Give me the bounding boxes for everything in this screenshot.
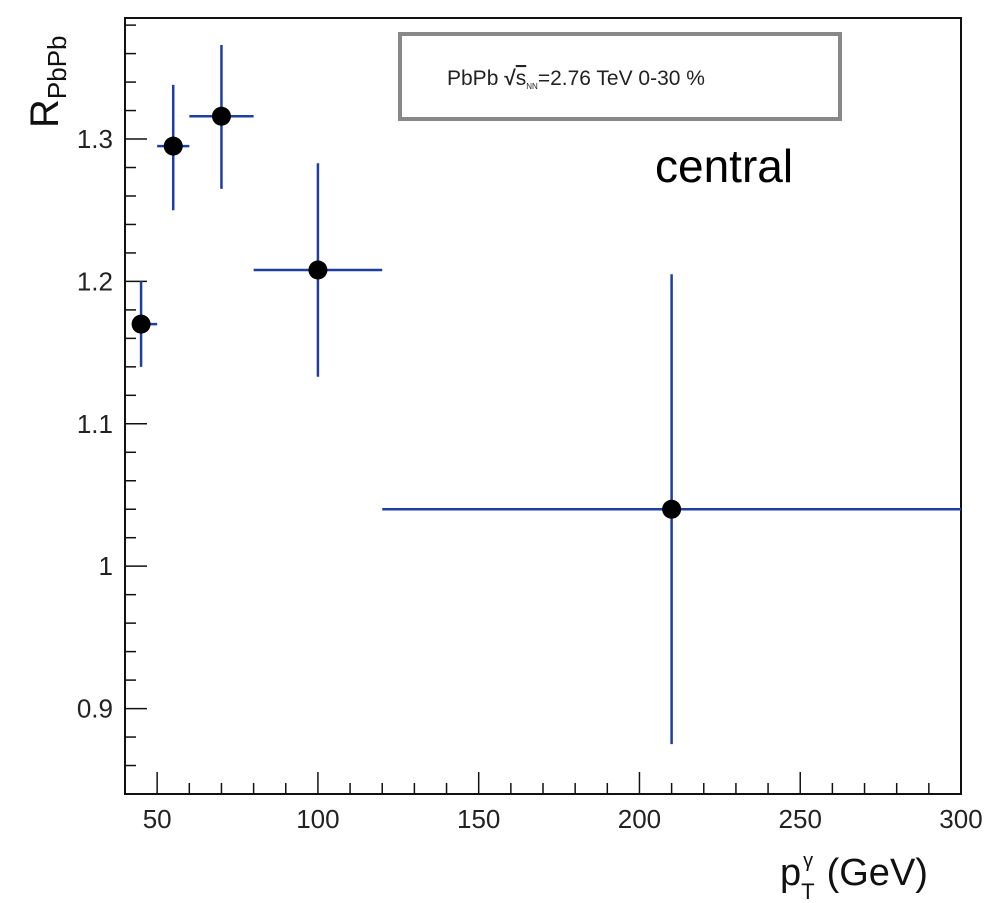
x-axis-title-sub: T	[801, 879, 814, 903]
x-tick-label: 200	[618, 804, 661, 834]
legend-sqrt-symbol: √	[504, 67, 516, 90]
x-tick-label: 150	[457, 804, 500, 834]
y-tick-label: 0.9	[77, 694, 113, 724]
legend-box	[398, 32, 842, 121]
y-tick-label: 1.3	[77, 124, 113, 154]
legend-text-before: PbPb	[447, 67, 498, 90]
data-marker	[662, 499, 682, 519]
y-axis-title-main: R	[23, 99, 67, 128]
x-tick-label: 300	[939, 804, 982, 834]
x-tick-label: 50	[143, 804, 172, 834]
x-tick-label: 100	[296, 804, 339, 834]
y-tick-label: 1.2	[77, 266, 113, 296]
y-tick-label: 1.1	[77, 409, 113, 439]
legend-text: PbPb √sNN=2.76 TeV 0-30 %	[447, 67, 705, 91]
data-marker	[308, 260, 328, 280]
x-axis-title: p γ T (GeV)	[780, 850, 928, 903]
y-axis-title: RPbPb	[23, 36, 72, 129]
axis-tick-labels: 50 100 150 200 250 300 0.9 1 1.1 1.2 1.3	[77, 124, 983, 834]
legend-sqrt-s-sub: NN	[526, 82, 538, 91]
data-point-group	[253, 163, 383, 377]
x-axis-title-sup: γ	[803, 850, 813, 872]
data-points	[131, 45, 961, 745]
data-marker	[131, 314, 151, 334]
legend: PbPb √sNN=2.76 TeV 0-30 %	[398, 32, 842, 121]
data-marker	[211, 106, 231, 126]
x-tick-label: 250	[779, 804, 822, 834]
y-axis-title-sub: PbPb	[42, 36, 72, 100]
annotation-central: central	[655, 140, 793, 192]
axis-ticks	[124, 24, 962, 795]
x-axis-title-unit: (GeV)	[827, 852, 928, 894]
legend-text-after: =2.76 TeV 0-30 %	[538, 67, 705, 90]
x-axis-title-main: p	[780, 852, 801, 894]
y-tick-label: 1	[99, 551, 113, 581]
data-point-group	[131, 281, 158, 367]
data-marker	[163, 136, 183, 156]
data-point-group	[157, 84, 190, 211]
plot-frame	[124, 17, 962, 795]
legend-sqrt-s: s	[516, 67, 527, 90]
data-point-group	[382, 274, 961, 745]
data-point-group	[189, 45, 254, 189]
